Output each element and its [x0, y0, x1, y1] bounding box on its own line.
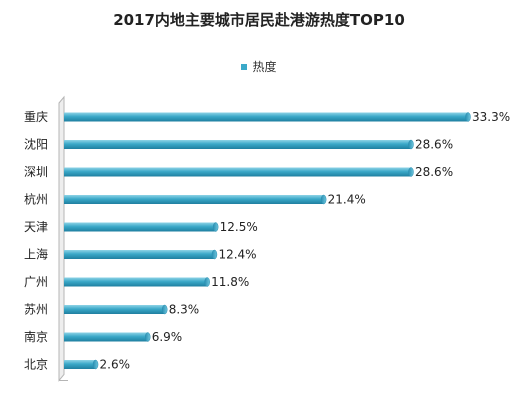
bar-cap	[204, 277, 210, 287]
bar	[64, 277, 208, 287]
bar	[64, 332, 148, 342]
bar	[64, 195, 324, 204]
bar	[64, 222, 216, 232]
legend-swatch	[241, 63, 248, 70]
category-label: 天津	[24, 220, 48, 234]
value-label: 2.6%	[100, 358, 131, 372]
bar	[64, 250, 215, 259]
bar	[64, 140, 411, 149]
bar-cap	[212, 222, 219, 232]
value-label: 8.3%	[169, 303, 200, 317]
bar-cap	[408, 139, 414, 150]
bar	[64, 305, 165, 314]
bar-cap	[408, 167, 414, 177]
axis-wall	[58, 95, 65, 382]
value-label: 28.6%	[415, 165, 453, 179]
bar	[64, 360, 96, 369]
value-label: 12.5%	[220, 220, 258, 234]
category-label: 上海	[24, 247, 48, 262]
value-label: 28.6%	[415, 138, 453, 152]
category-label: 北京	[24, 358, 48, 372]
category-label: 南京	[24, 329, 48, 344]
legend-label: 热度	[252, 60, 277, 74]
bar-cap	[92, 359, 99, 370]
bar-cap	[161, 304, 168, 315]
value-label: 6.9%	[152, 330, 183, 344]
chart-title: 2017内地主要城市居民赴港游热度TOP10	[113, 11, 405, 29]
bar-cap	[320, 194, 327, 205]
category-label: 广州	[24, 275, 48, 289]
value-label: 33.3%	[472, 110, 510, 124]
value-label: 12.4%	[218, 248, 256, 262]
bar-cap	[211, 249, 218, 260]
category-label: 杭州	[24, 192, 48, 207]
value-label: 21.4%	[328, 193, 366, 207]
legend: 热度	[0, 58, 518, 75]
category-label: 沈阳	[24, 137, 48, 152]
category-label: 重庆	[24, 110, 48, 124]
category-label: 苏州	[24, 303, 48, 317]
category-label: 深圳	[24, 165, 48, 179]
bar	[64, 167, 411, 177]
bar	[64, 112, 468, 122]
value-label: 11.8%	[211, 275, 249, 289]
bar-cap	[144, 332, 151, 342]
bar-cap	[465, 112, 471, 122]
